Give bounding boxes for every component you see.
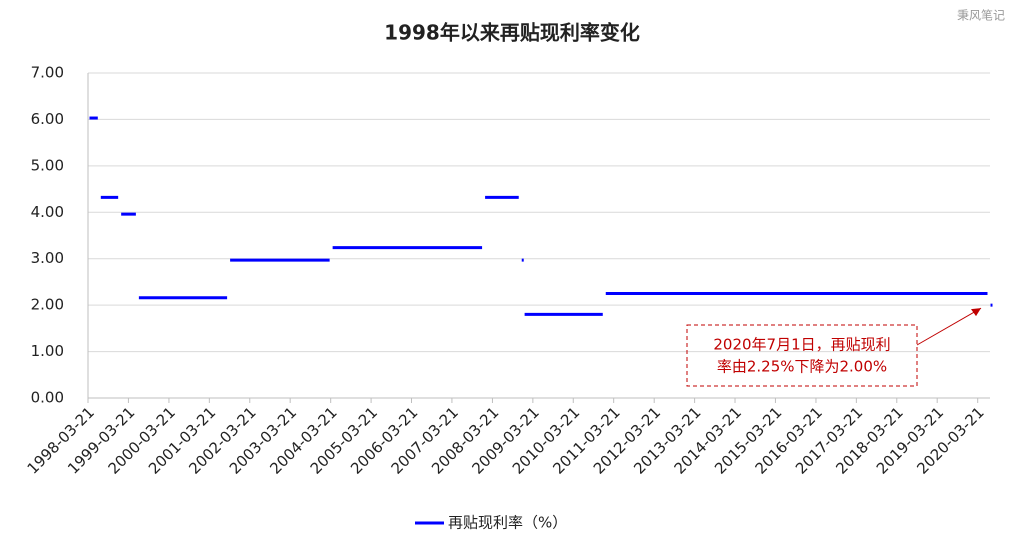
watermark: 秉风笔记	[957, 8, 1005, 23]
y-tick-label: 0.00	[31, 389, 64, 407]
annotation-box	[686, 324, 918, 387]
y-tick-label: 1.00	[31, 342, 64, 360]
y-tick-label: 7.00	[31, 64, 64, 82]
annotation-arrow	[916, 307, 982, 346]
annotation-arrowhead	[971, 308, 982, 317]
legend-label: 再贴现利率（%）	[448, 514, 567, 532]
y-tick-label: 6.00	[31, 110, 64, 128]
y-tick-label: 5.00	[31, 156, 64, 174]
y-tick-label: 3.00	[31, 249, 64, 267]
chart-title: 1998年以来再贴现利率变化	[384, 21, 640, 45]
y-tick-label: 4.00	[31, 203, 64, 221]
y-tick-label: 2.00	[31, 296, 64, 314]
annotation-text: 2020年7月1日，再贴现利	[713, 336, 890, 354]
annotation-text: 率由2.25%下降为2.00%	[717, 358, 887, 376]
